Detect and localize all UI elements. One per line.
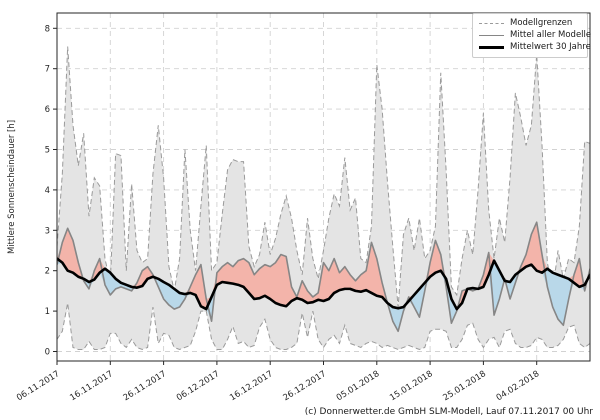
legend-label: Mittel aller Modelle	[510, 30, 592, 40]
x-tick-label: 25.01.2018	[441, 369, 488, 403]
y-tick-label: 3	[45, 226, 50, 236]
x-tick-label: 06.12.2017	[175, 369, 222, 403]
x-tick-label: 26.12.2017	[282, 369, 329, 403]
y-tick-label: 1	[45, 307, 50, 317]
legend-entry-mittelwert-30-jahre: Mittelwert 30 Jahre	[479, 41, 591, 53]
legend-label: Mittelwert 30 Jahre	[510, 42, 591, 52]
below-mean-fill	[57, 258, 590, 332]
y-tick-label: 8	[45, 24, 50, 34]
x-tick-label: 16.12.2017	[228, 369, 275, 403]
x-tick-label: 06.11.2017	[15, 369, 62, 403]
copyright-caption: (c) Donnerwetter.de GmbH SLM-Modell, Lau…	[304, 407, 593, 417]
y-tick-label: 7	[45, 65, 50, 75]
x-tick-label: 15.01.2018	[388, 369, 435, 403]
upper-bound-line	[57, 46, 590, 308]
lower-bound-line	[57, 302, 590, 351]
y-tick-label: 6	[45, 105, 50, 115]
y-tick-label: 0	[45, 348, 50, 358]
legend-entry-modellgrenzen: Modellgrenzen	[479, 17, 581, 29]
legend-entry-mittel-aller-modelle: Mittel aller Modelle	[479, 29, 591, 41]
x-tick-label: 16.11.2017	[68, 369, 115, 403]
x-tick-label: 26.11.2017	[122, 369, 169, 403]
x-tick-label: 05.01.2018	[335, 369, 382, 403]
dashed-line-swatch-icon	[479, 22, 504, 24]
model-range-band	[57, 46, 590, 350]
y-axis-label: Mittlere Sonnenscheindauer [h]	[7, 119, 17, 255]
climate-mean-line	[57, 257, 590, 311]
y-tick-label: 4	[45, 186, 50, 196]
model-mean-line	[57, 221, 590, 333]
thick-line-swatch-icon	[479, 45, 504, 49]
x-tick-label: 04.02.2018	[495, 369, 542, 403]
y-tick-label: 5	[45, 146, 50, 156]
solid-line-swatch-icon	[479, 34, 504, 36]
legend-box: Modellgrenzen Mittel aller Modelle Mitte…	[472, 13, 591, 58]
y-tick-label: 2	[45, 267, 50, 277]
legend-label: Modellgrenzen	[510, 18, 573, 28]
